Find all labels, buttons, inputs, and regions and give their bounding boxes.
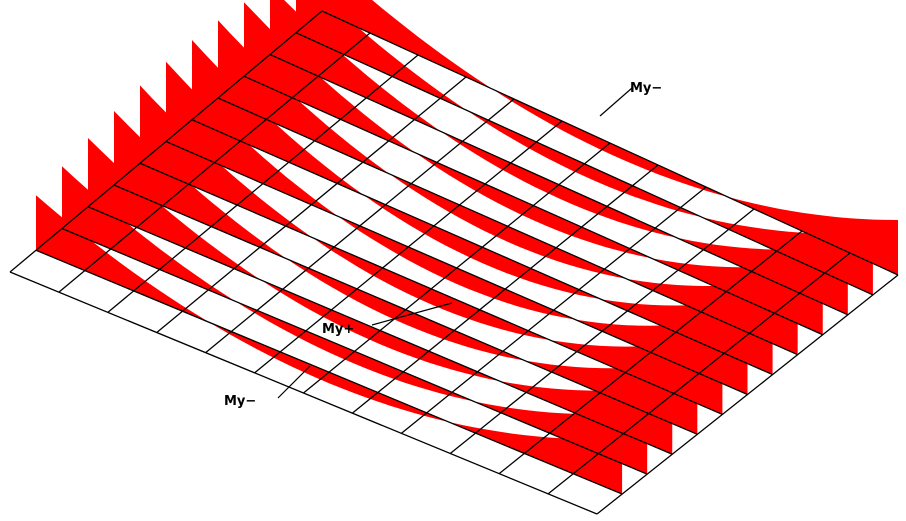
leader-my-neg-top	[599, 87, 633, 117]
slab-grid	[9, 10, 899, 515]
leader-my-neg-bottom	[277, 365, 311, 399]
leader-my-pos	[371, 302, 453, 326]
moment-strip-11	[296, 0, 873, 295]
grid-line-long-8	[217, 97, 798, 356]
moment-strip-1	[36, 195, 623, 495]
moment-strip-3	[88, 138, 673, 455]
moment-strip-4	[114, 111, 698, 435]
grid-line-long-11	[295, 32, 874, 296]
grid-line-long-12	[321, 10, 899, 276]
grid-line-long-9	[243, 75, 824, 336]
grid-line-long-10	[269, 53, 849, 316]
grid-line-short-12	[596, 274, 899, 515]
moment-strip-2	[62, 166, 648, 475]
grid-line-short-11	[547, 252, 851, 495]
moment-shapes	[36, 0, 898, 495]
moment-strip-12	[322, 0, 898, 275]
moment-strip-5	[140, 85, 723, 415]
moment-strip-6	[166, 61, 748, 395]
label-my-neg-bottom: My−	[224, 394, 256, 409]
moment-strip-8	[218, 20, 798, 355]
label-my-neg-top: My−	[630, 81, 662, 96]
grid-line-short-6	[303, 142, 611, 394]
moment-strip-7	[192, 40, 773, 375]
label-my-pos: My+	[322, 322, 354, 337]
moment-strip-9	[244, 2, 823, 335]
moment-strip-10	[270, 0, 848, 315]
grid-line-short-10	[498, 230, 803, 475]
leader-lines	[277, 87, 633, 399]
